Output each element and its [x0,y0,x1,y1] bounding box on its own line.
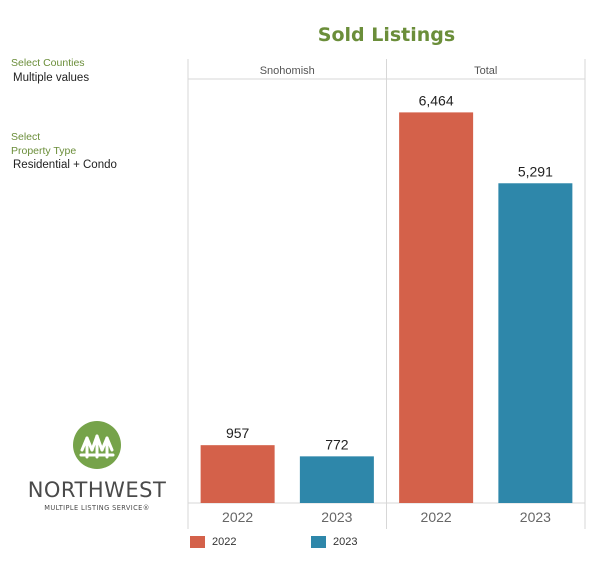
data-label-total-2022: 6,464 [419,92,454,108]
legend-swatch-2022 [190,536,205,548]
panel-header-snohomish: Snohomish [260,65,315,77]
logo-subtitle: MULTIPLE LISTING SERVICE® [44,504,150,512]
counties-filter-value[interactable]: Multiple values [13,72,90,84]
bar-total-2022 [399,112,474,504]
legend-label-2022: 2022 [212,536,237,548]
bar-total-2023 [498,183,573,503]
x-tick-label-snohomish-2022: 2022 [222,509,253,525]
legend-item-2023: 2023 [311,536,357,548]
property-filter-label-line1: Select [11,131,41,143]
data-label-snohomish-2023: 772 [325,436,349,452]
x-tick-label-snohomish-2023: 2023 [321,509,352,525]
legend-label-2023: 2023 [333,536,358,548]
data-label-total-2023: 5,291 [518,163,553,179]
bar-snohomish-2023 [299,456,374,503]
x-tick-label-total-2023: 2023 [520,509,551,525]
logo-wordmark: NORTHWEST [27,478,167,502]
northwest-mls-logo: NORTHWEST MULTIPLE LISTING SERVICE® [22,420,172,512]
legend-item-2022: 2022 [190,536,236,548]
property-filter-label-line2: Property Type [11,145,77,157]
counties-filter-label: Select Counties [11,57,85,69]
trees-emblem-icon [73,421,121,469]
chart-title: Sold Listings [317,24,456,46]
x-tick-label-total-2022: 2022 [421,509,452,525]
bar-snohomish-2022 [200,445,275,503]
property-filter-value[interactable]: Residential + Condo [13,159,117,171]
legend-swatch-2023 [311,536,326,548]
panel-header-total: Total [474,65,497,77]
data-label-snohomish-2022: 957 [226,425,250,441]
